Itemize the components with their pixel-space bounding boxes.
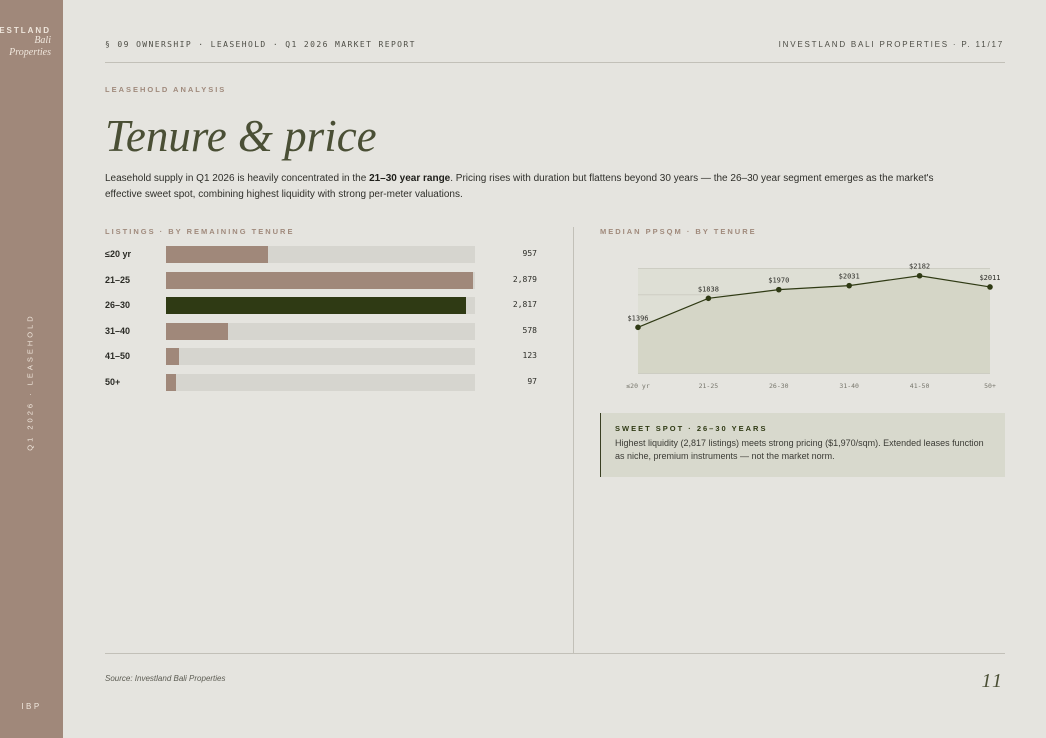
bar-value: 97 <box>527 377 537 386</box>
bar-label: 41–50 <box>105 351 131 362</box>
listings-chart-label: LISTINGS · BY REMAINING TENURE <box>105 227 295 236</box>
bar-value: 123 <box>522 351 537 361</box>
section-kicker: LEASEHOLD ANALYSIS <box>105 85 227 94</box>
bar-fill <box>166 297 467 315</box>
running-header-section: § 09 OWNERSHIP · LEASEHOLD · Q1 2026 MAR… <box>105 40 416 49</box>
bar-value: 957 <box>522 249 537 258</box>
ppsqm-area-chart: $1396 ≤20 yr $1838 21-25 $1970 26-30 $2031 31-4… <box>626 263 1000 390</box>
page-number: 11 <box>981 670 1004 692</box>
bar-value: 2,817 <box>512 300 537 310</box>
sidebar-footer-mark: IBP <box>21 702 42 711</box>
bar-label: ≤20 yr <box>105 249 131 259</box>
listing-bar-row: 26–30 2,817 <box>105 297 537 315</box>
bar-label: 31–40 <box>105 325 131 336</box>
bar-label: 21–25 <box>105 274 131 285</box>
x-tick-label: 26-30 <box>769 382 789 390</box>
series-line <box>637 275 991 328</box>
intro-text-end: . Pricing rises with duration but flatte… <box>105 173 934 200</box>
page-title: Tenure & price <box>105 111 377 161</box>
data-label: $2031 <box>839 273 860 281</box>
data-label: $1396 <box>627 314 648 322</box>
bar-track <box>166 322 475 340</box>
x-tick-label: 41-50 <box>910 382 930 390</box>
data-label: $1838 <box>698 285 719 293</box>
bar-fill <box>166 374 177 391</box>
brand-name: INVESTLAND <box>0 26 51 35</box>
footer-rule <box>105 653 1005 654</box>
bar-fill <box>166 271 473 289</box>
data-point <box>776 286 782 293</box>
data-point <box>916 272 923 279</box>
x-tick-label: 31-40 <box>839 382 859 390</box>
column-divider <box>573 227 574 653</box>
bar-track <box>166 297 475 315</box>
callout-title: SWEET SPOT · 26–30 YEARS <box>615 424 768 433</box>
listing-bar-row: ≤20 yr 957 <box>105 246 537 263</box>
x-tick-label: 50+ <box>984 382 996 390</box>
listing-bar-row: 50+ 97 <box>105 374 537 391</box>
x-tick-label: 21-25 <box>699 382 719 390</box>
sweet-spot-callout: SWEET SPOT · 26–30 YEARS Highest liquidi… <box>600 413 1005 477</box>
data-point <box>846 282 852 289</box>
running-header-page: INVESTLAND BALI PROPERTIES · P. 11/17 <box>778 40 1004 49</box>
sidebar: INVESTLAND Bali Properties Q1 2026 · LEA… <box>0 0 63 738</box>
data-point <box>705 295 712 302</box>
listing-bar-row: 41–50 123 <box>105 348 537 366</box>
listing-bar-row: 31–40 578 <box>105 322 537 340</box>
data-label: $2182 <box>909 263 930 271</box>
bar-track <box>166 271 475 289</box>
brand-logo: INVESTLAND Bali Properties <box>0 26 51 59</box>
intro-emphasis: 21–30 year range <box>369 173 451 184</box>
bar-fill <box>166 348 180 366</box>
bar-track <box>166 246 475 263</box>
bar-label: 26–30 <box>105 300 131 311</box>
bar-value: 2,879 <box>512 274 537 284</box>
intro-text-start: Leasehold supply in Q1 2026 is heavily c… <box>105 173 370 184</box>
brand-subtitle-line1: Bali <box>34 35 51 46</box>
callout-body: Highest liquidity (2,817 listings) meets… <box>615 438 984 461</box>
data-label: $2011 <box>979 274 1000 282</box>
bar-label: 50+ <box>105 377 121 387</box>
header-rule <box>105 62 1005 63</box>
data-point <box>987 284 993 290</box>
listing-bar-row: 21–25 2,879 <box>105 271 537 289</box>
intro-paragraph: Leasehold supply in Q1 2026 is heavily c… <box>105 171 935 203</box>
bar-value: 578 <box>522 325 537 335</box>
source-note: Source: Investland Bali Properties <box>105 674 226 683</box>
x-tick-label: ≤20 yr <box>626 382 650 390</box>
brand-subtitle-line2: Properties <box>9 47 51 58</box>
bar-fill <box>166 246 268 263</box>
bar-fill <box>166 322 228 340</box>
bar-track <box>166 348 475 366</box>
data-label: $1970 <box>768 277 789 285</box>
sidebar-section-label: Q1 2026 · LEASEHOLD <box>25 313 35 451</box>
data-point <box>635 324 641 331</box>
bar-track <box>166 374 475 391</box>
area-fill <box>638 275 990 373</box>
ppsqm-chart-label: MEDIAN PPSQM · BY TENURE <box>600 227 757 236</box>
